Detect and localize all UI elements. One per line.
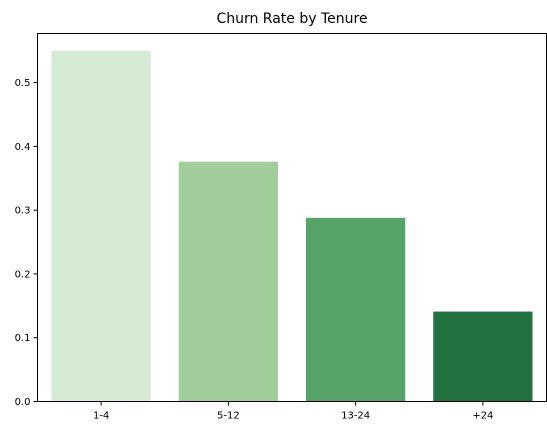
y-tick-label: 0.5 <box>15 78 31 89</box>
y-tick-label: 0.1 <box>15 333 31 344</box>
bar-13-24 <box>305 217 406 402</box>
bar-+24 <box>433 311 533 402</box>
y-tick-label: 0.4 <box>15 142 31 153</box>
x-axis: 1-4 5-12 13-24 +24 <box>93 401 493 422</box>
x-tick-label: +24 <box>472 411 493 422</box>
bar-5-12 <box>178 161 279 402</box>
y-tick-label: 0.0 <box>15 397 31 408</box>
bar-1-4 <box>51 50 151 402</box>
y-tick-label: 0.2 <box>15 269 31 280</box>
bars-group <box>51 50 533 402</box>
x-tick-label: 13-24 <box>341 411 370 422</box>
chart-title: Churn Rate by Tenure <box>216 11 367 27</box>
x-tick-label: 5-12 <box>217 411 240 422</box>
x-tick-label: 1-4 <box>93 411 109 422</box>
y-tick-label: 0.3 <box>15 206 31 217</box>
y-axis: 0.0 0.1 0.2 0.3 0.4 0.5 <box>15 78 38 408</box>
